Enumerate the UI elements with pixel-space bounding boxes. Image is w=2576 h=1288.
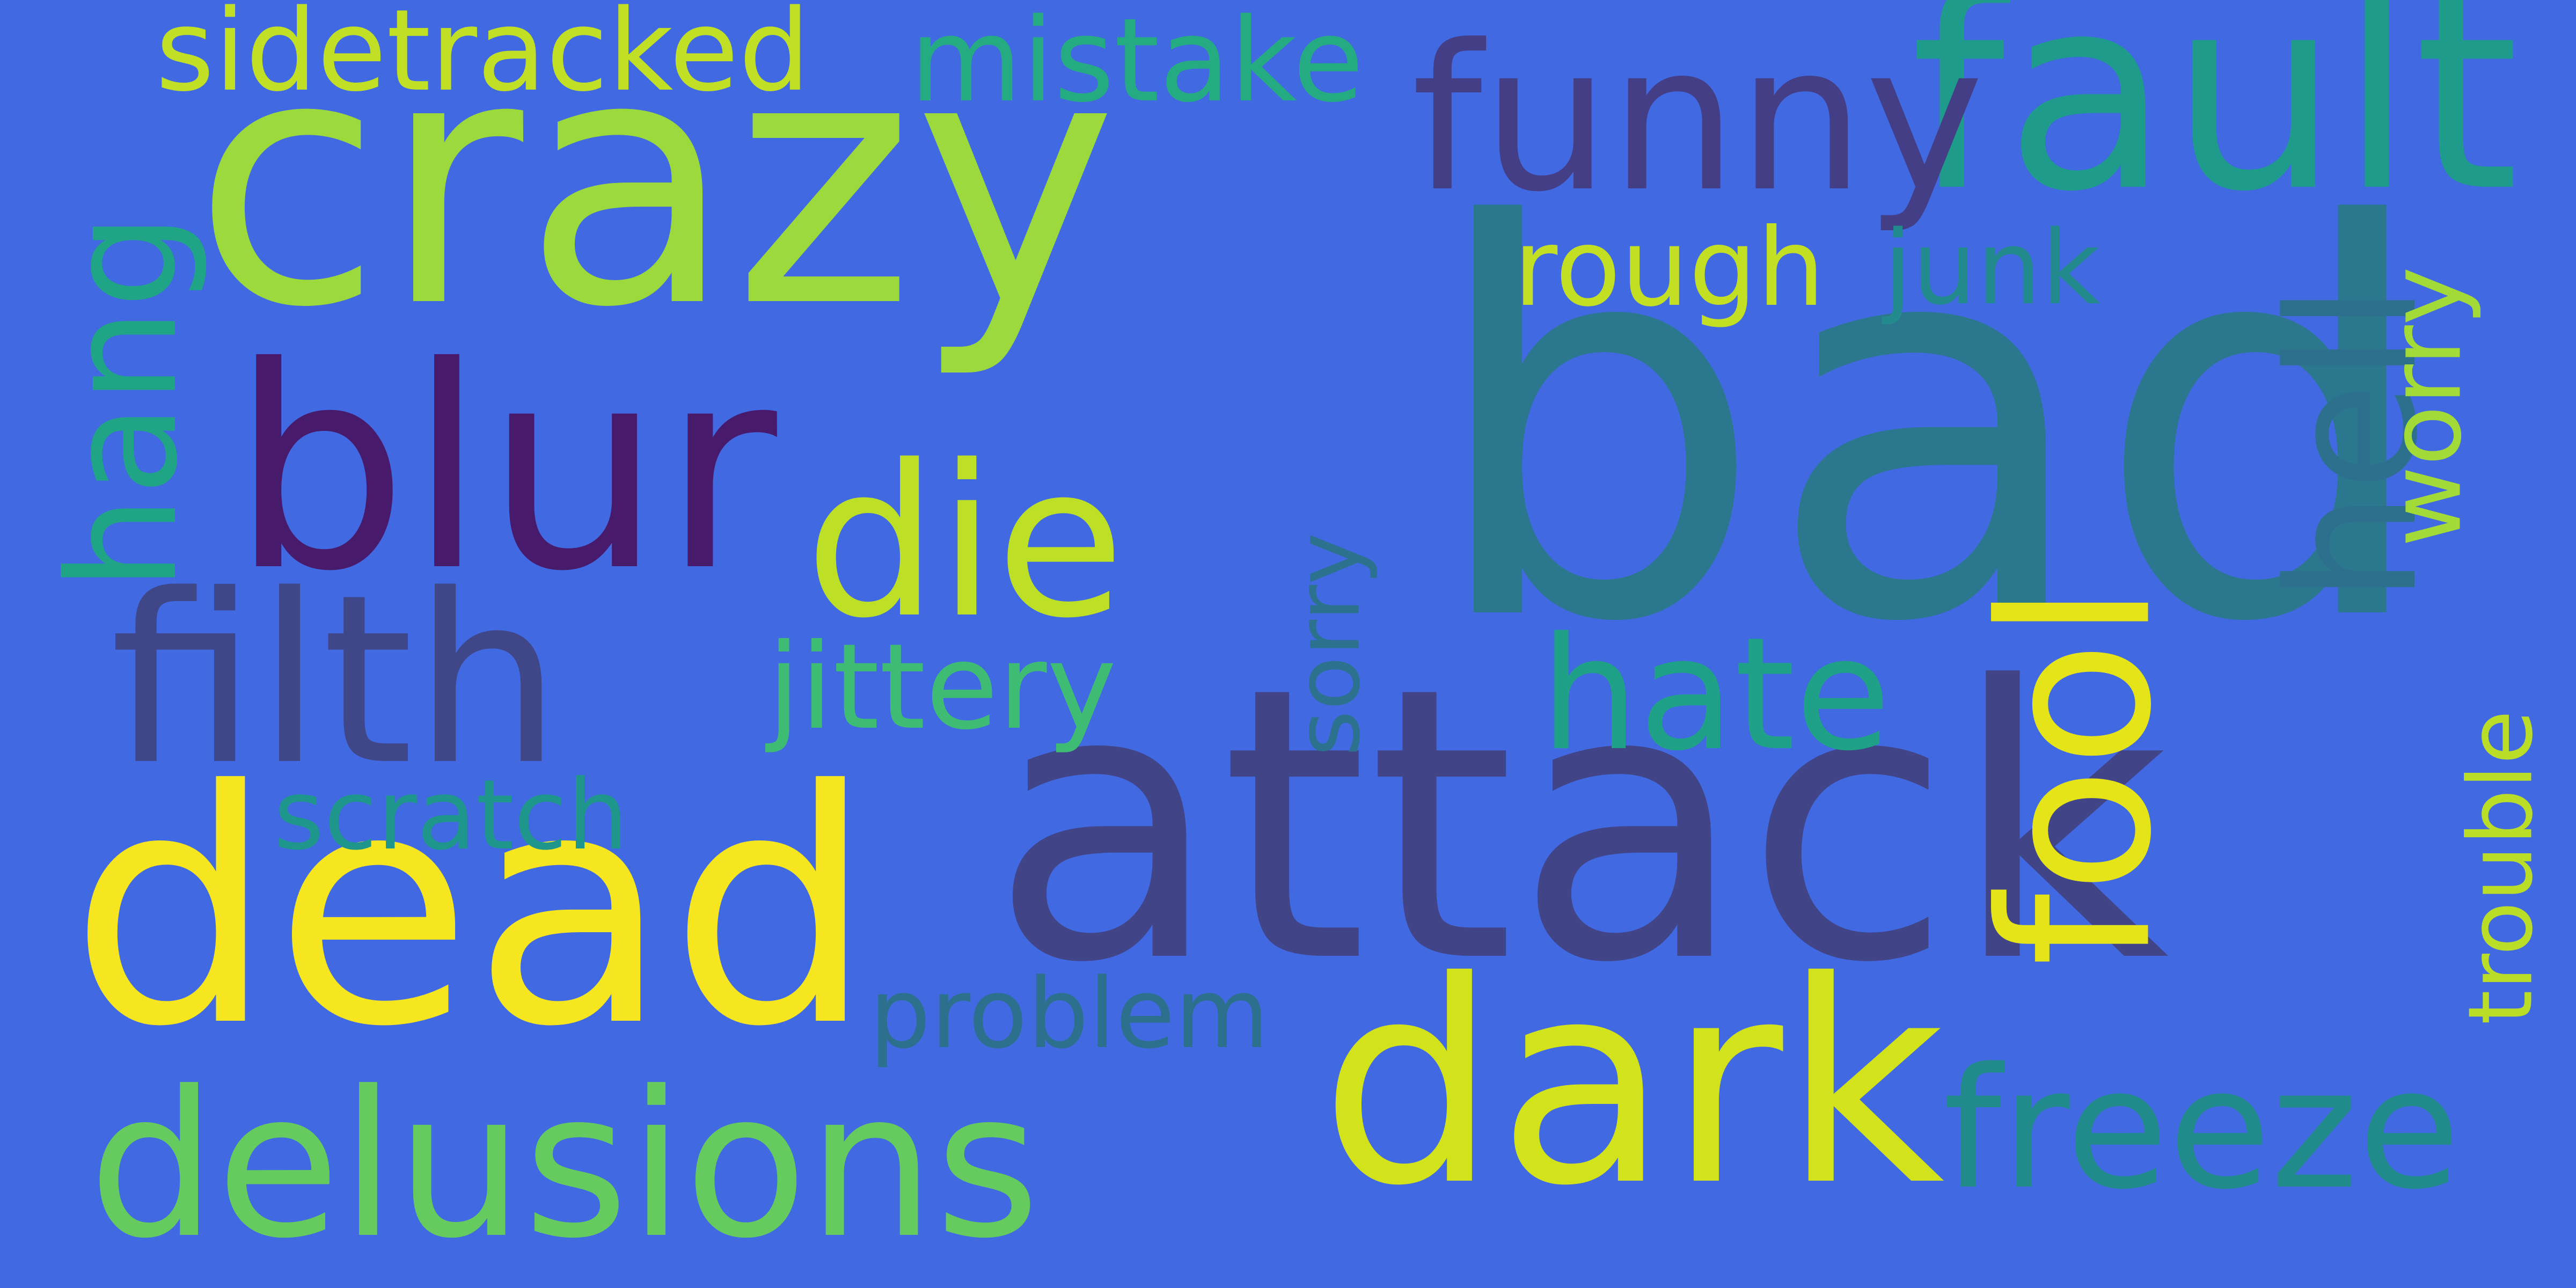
word-bad: bad <box>1425 114 2435 739</box>
word-jittery: jittery <box>767 618 1117 756</box>
word-fault: fault <box>1911 0 2520 250</box>
word-blur: blur <box>231 307 777 632</box>
word-crazy: crazy <box>193 0 1117 382</box>
word-dark: dark <box>1320 921 1945 1247</box>
word-worry: worry <box>2367 266 2484 547</box>
word-freeze: freeze <box>1943 1033 2461 1226</box>
word-mistake: mistake <box>910 0 1364 128</box>
word-fool: fool <box>1956 583 2197 967</box>
word-hate: hate <box>1540 604 1891 785</box>
word-sidetracked: sidetracked <box>156 0 810 116</box>
word-dead: dead <box>70 722 874 1097</box>
word-junk: junk <box>1884 209 2101 327</box>
word-problem: problem <box>869 958 1269 1070</box>
word-attack: attack <box>990 608 2170 1045</box>
word-die: die <box>805 420 1125 664</box>
word-hang: hang <box>36 213 211 591</box>
word-trouble: trouble <box>2449 709 2552 1025</box>
word-sorry: sorry <box>1276 532 1380 757</box>
word-rough: rough <box>1513 206 1825 331</box>
word-delusions: delusions <box>89 1049 1040 1283</box>
word-funny: funny <box>1411 2 1984 236</box>
word-scratch: scratch <box>274 759 628 872</box>
word-filth: filth <box>110 544 562 816</box>
